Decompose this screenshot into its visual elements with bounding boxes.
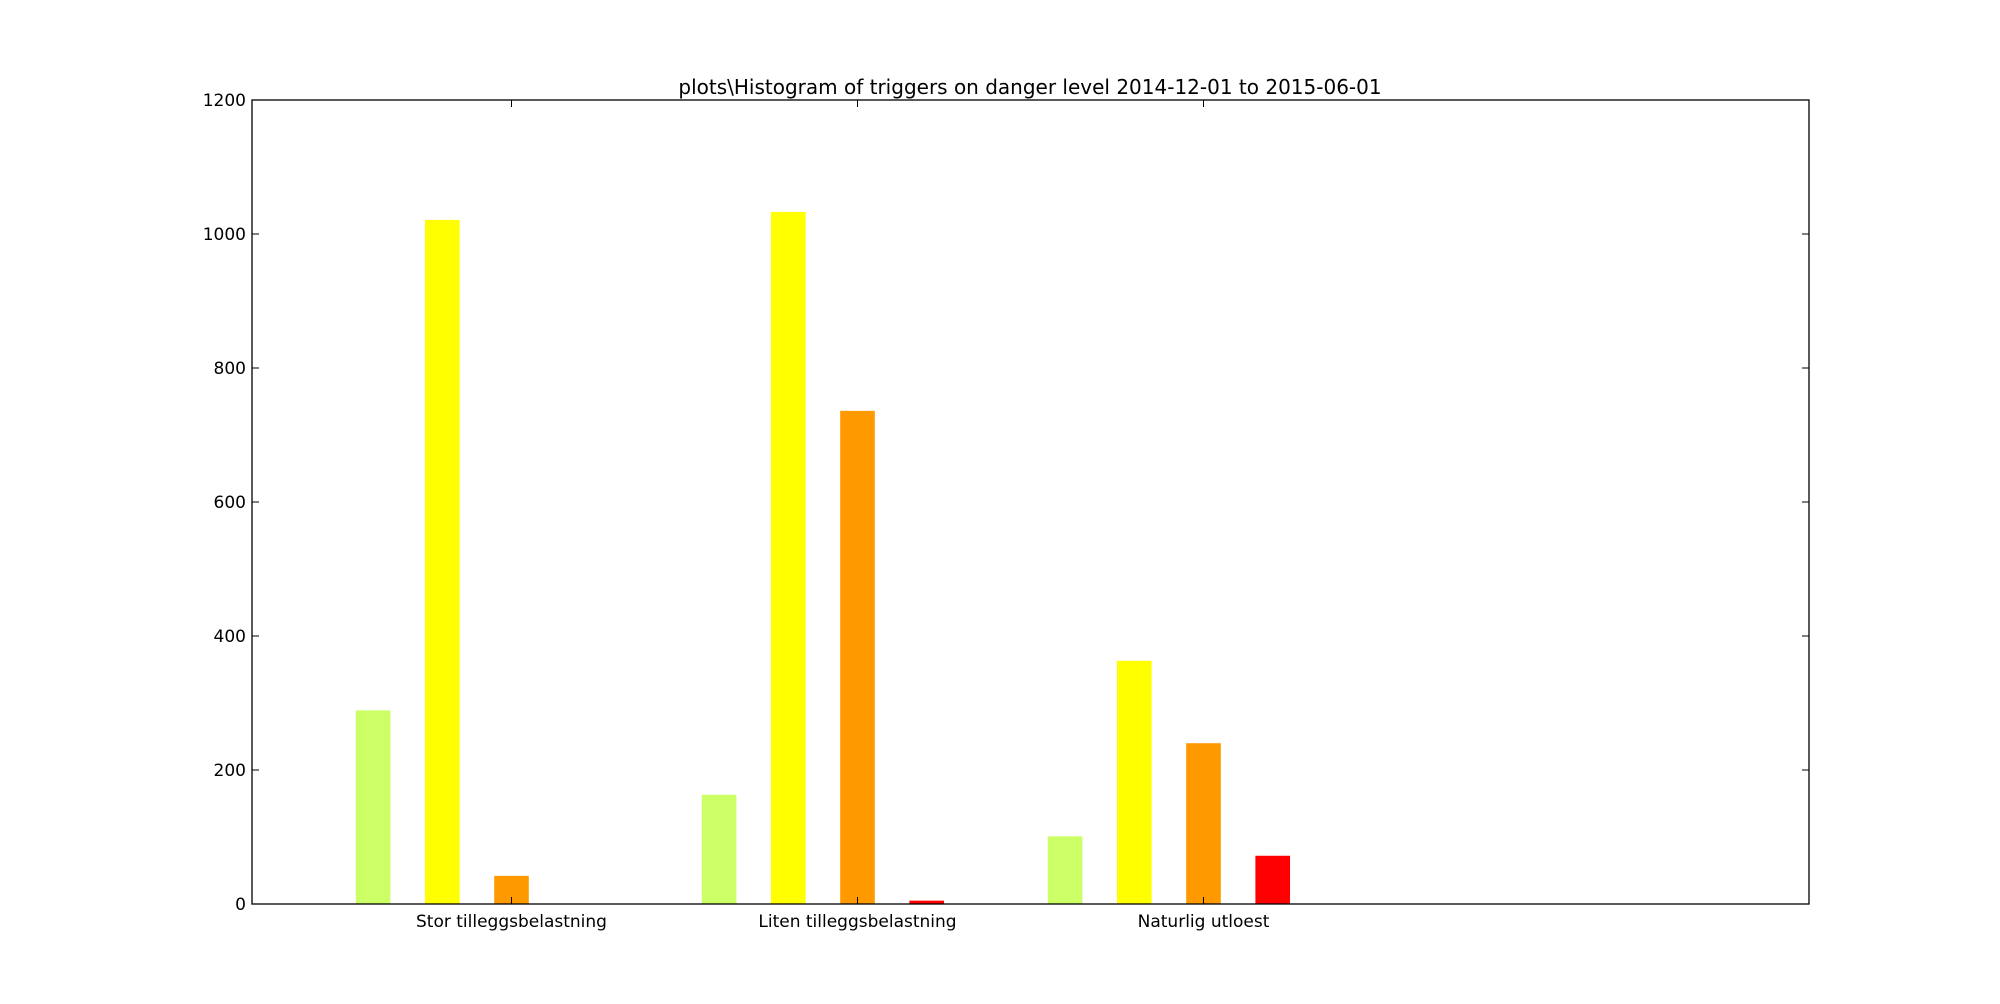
bar-0-1 <box>425 219 460 904</box>
y-tick-label: 0 <box>235 895 246 915</box>
x-tick-label: Stor tilleggsbelastning <box>416 912 607 932</box>
bar-1-1 <box>771 211 806 904</box>
y-axis-tick-labels: 0 200 400 600 800 1000 1200 <box>203 91 246 915</box>
chart-title: plots\Histogram of triggers on danger le… <box>678 75 1381 99</box>
x-tick-label: Naturlig utloest <box>1138 912 1270 932</box>
bar-1-0 <box>701 794 737 904</box>
x-tick-label: Liten tilleggsbelastning <box>758 912 956 932</box>
bar-2-2 <box>1186 743 1221 904</box>
bar-2-0 <box>1047 836 1083 904</box>
ticks-layer <box>252 99 1809 905</box>
bar-2-3 <box>1255 855 1290 904</box>
plot-area-frame <box>251 99 1810 905</box>
y-tick-label: 1200 <box>203 91 246 111</box>
y-tick-label: 1000 <box>203 225 246 245</box>
bar-0-0 <box>355 710 391 904</box>
x-axis-tick-labels: Stor tilleggsbelastning Liten tilleggsbel… <box>416 912 1270 932</box>
bar-1-3 <box>909 900 944 904</box>
y-tick-label: 400 <box>214 627 246 647</box>
y-tick-label: 600 <box>214 493 246 513</box>
y-tick-label: 200 <box>214 761 246 781</box>
y-tick-label: 800 <box>214 359 246 379</box>
bars-layer <box>355 211 1290 904</box>
bar-1-2 <box>840 410 875 904</box>
bar-2-1 <box>1117 660 1152 904</box>
